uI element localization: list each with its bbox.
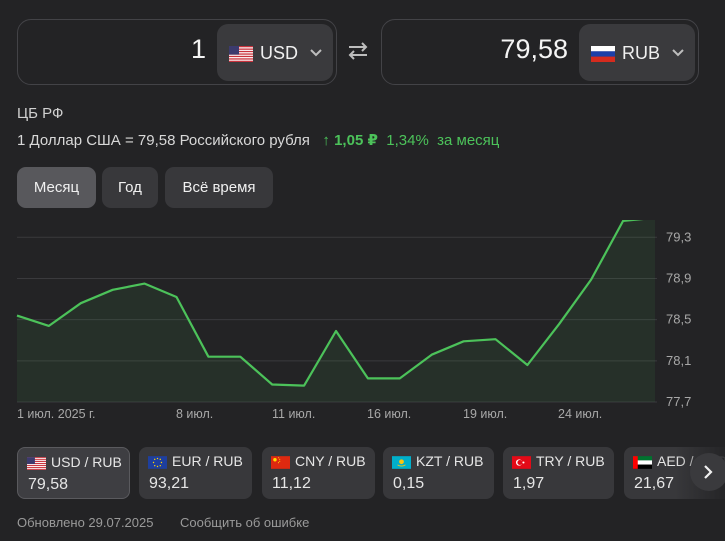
pair-card-try-rub[interactable]: TRY / RUB 1,97 <box>503 447 614 499</box>
cn-flag-icon <box>271 456 290 474</box>
pair-card-cny-rub[interactable]: CNY / RUB 11,12 <box>262 447 375 499</box>
x-tick-label: 8 июл. <box>176 407 213 421</box>
y-tick-label: 79,3 <box>666 229 691 244</box>
pair-name: KZT / RUB <box>416 453 484 469</box>
x-tick-label: 16 июл. <box>367 407 411 421</box>
x-tick-label: 24 июл. <box>558 407 602 421</box>
report-error-link[interactable]: Сообщить об ошибке <box>180 515 310 530</box>
updated-timestamp: Обновлено 29.07.2025 <box>17 515 154 530</box>
rate-summary: 1 Доллар США = 79,58 Российского рубля ↑… <box>17 131 499 149</box>
pair-name: CNY / RUB <box>295 453 366 469</box>
rate-chart: 79,3 78,9 78,5 78,1 77,7 1 июл. 2025 г. 8 июл… <box>16 220 691 421</box>
pair-name: TRY / RUB <box>536 453 605 469</box>
period-year-button[interactable]: Год <box>102 167 158 208</box>
from-currency-select[interactable]: USD <box>217 24 333 81</box>
to-currency-select[interactable]: RUB <box>579 24 695 81</box>
eu-flag-icon <box>148 456 167 474</box>
kz-flag-icon <box>392 456 411 474</box>
ae-flag-icon <box>633 456 652 474</box>
pair-value: 93,21 <box>149 475 190 492</box>
chevron-right-icon <box>704 465 713 479</box>
change-absolute: 1,05 ₽ <box>334 132 378 149</box>
rate-text: 1 Доллар США = 79,58 Российского рубля <box>17 132 310 149</box>
x-tick-label: 1 июл. 2025 г. <box>17 407 96 421</box>
from-amount-input[interactable]: 1 <box>190 34 206 64</box>
pair-value: 11,12 <box>272 475 311 492</box>
change-percent: 1,34% <box>386 132 429 149</box>
chart-area-fill <box>17 220 655 402</box>
y-tick-label: 77,7 <box>666 394 691 409</box>
to-currency-box: 79,58 RUB <box>381 19 699 85</box>
chevron-down-icon <box>309 45 323 63</box>
pair-value: 79,58 <box>28 476 69 493</box>
x-tick-label: 11 июл. <box>272 407 315 421</box>
from-currency-box: 1 USD <box>17 19 337 85</box>
period-all-time-button[interactable]: Всё время <box>165 167 273 208</box>
pair-value: 0,15 <box>393 475 425 492</box>
period-month-button[interactable]: Месяц <box>17 167 96 208</box>
us-flag-icon <box>27 457 46 475</box>
change-period: за месяц <box>437 132 500 149</box>
tr-flag-icon <box>512 456 531 474</box>
pair-card-usd-rub[interactable]: USD / RUB 79,58 <box>17 447 130 499</box>
swap-icon[interactable] <box>347 42 369 65</box>
pair-card-kzt-rub[interactable]: KZT / RUB 0,15 <box>383 447 494 499</box>
to-currency-code: RUB <box>622 43 661 63</box>
chart-line <box>16 220 644 387</box>
ru-flag-icon <box>591 46 615 67</box>
us-flag-icon <box>229 46 253 67</box>
arrow-up-icon: ↑ <box>322 132 330 149</box>
pair-value: 21,67 <box>634 475 675 492</box>
pair-value: 1,97 <box>513 475 545 492</box>
pair-card-eur-rub[interactable]: EUR / RUB 93,21 <box>139 447 252 499</box>
from-currency-code: USD <box>260 43 299 63</box>
rate-source: ЦБ РФ <box>17 105 64 122</box>
pair-name: USD / RUB <box>51 454 122 470</box>
y-tick-label: 78,9 <box>666 270 691 285</box>
y-tick-label: 78,1 <box>666 353 691 368</box>
to-amount-input[interactable]: 79,58 <box>500 34 568 64</box>
next-pairs-button[interactable] <box>690 453 725 491</box>
y-tick-label: 78,5 <box>666 312 691 327</box>
x-tick-label: 19 июл. <box>463 407 507 421</box>
pair-name: EUR / RUB <box>172 453 243 469</box>
chevron-down-icon <box>671 45 685 63</box>
